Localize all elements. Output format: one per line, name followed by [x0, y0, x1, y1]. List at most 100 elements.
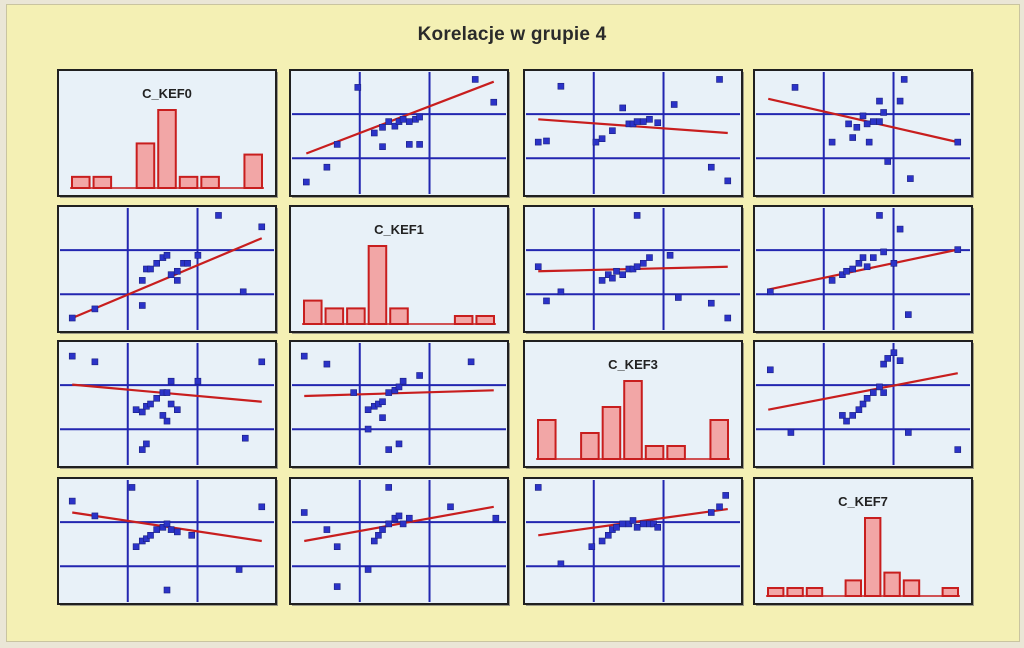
scatter-point [613, 524, 620, 531]
scatter-point [447, 503, 454, 511]
scatter-point [68, 314, 76, 322]
scatter-point [855, 406, 863, 414]
scatter-point [557, 288, 565, 296]
scatter-point [865, 138, 873, 146]
histogram-title: C_KEF7 [838, 494, 888, 509]
scatter-point [167, 271, 175, 279]
scatter-point [839, 412, 846, 419]
scatter-point [375, 531, 382, 539]
histogram-bar [623, 380, 643, 460]
grid-lines [292, 480, 506, 602]
scatter-point [907, 175, 914, 182]
scatter-point [370, 129, 378, 137]
scatter-point [863, 120, 871, 128]
scatter-point [399, 520, 407, 528]
panel-r0-c2 [523, 69, 744, 198]
histogram-bar [902, 579, 921, 598]
scatter-point [639, 520, 647, 528]
scatter-point [405, 141, 413, 148]
scatter-point [670, 101, 678, 108]
scatter-point [880, 360, 887, 368]
scatter-point [880, 248, 887, 256]
scatter-point [880, 389, 887, 396]
scatter-point [302, 178, 310, 186]
scatter-point [869, 118, 877, 125]
scatter-point [174, 277, 181, 284]
regression-line [304, 389, 494, 398]
histogram-bar [537, 419, 557, 460]
scatter-point [391, 122, 399, 130]
histogram-bar [303, 299, 323, 326]
scatter-point [143, 440, 150, 448]
scatter-point [467, 358, 475, 366]
scatter-point [884, 355, 892, 362]
scatter-point [379, 124, 386, 131]
scatter-point [654, 119, 662, 127]
scatter-point [843, 417, 850, 425]
histogram-bar [453, 315, 474, 325]
scatter-point [416, 372, 423, 379]
scatter-point [954, 246, 962, 253]
scatter-point [598, 277, 606, 284]
scatter-point [863, 394, 871, 402]
histogram-bar [644, 445, 665, 460]
scatter-point [241, 434, 249, 442]
panel-r1-c2 [523, 205, 744, 334]
scatter-point [132, 543, 140, 551]
histogram-bar [864, 517, 882, 597]
panel-r1-c3 [753, 205, 974, 334]
scatter-point [646, 254, 653, 261]
scatter-point [849, 412, 857, 419]
panel-background [57, 340, 277, 468]
scatter-point [379, 414, 386, 421]
scatter-point [557, 560, 565, 568]
histogram-bar [324, 307, 345, 325]
scatter-point [896, 97, 904, 105]
scatter-point [639, 259, 647, 267]
scatter-point [619, 271, 627, 279]
scatter-point [598, 537, 606, 545]
scatter-point [880, 109, 887, 116]
scatter-point [143, 535, 150, 543]
scatter-point [138, 408, 146, 416]
scatter-point [724, 177, 732, 185]
scatter-point [896, 225, 904, 233]
scatter-point [534, 484, 542, 491]
scatter-point [194, 377, 202, 385]
scatter-point [184, 259, 191, 267]
scatter-point [534, 263, 542, 271]
scatter-point [323, 360, 331, 368]
scatter-point [884, 158, 892, 165]
scatter-point [174, 406, 181, 414]
scatter-point [399, 377, 407, 385]
scatter-point [609, 127, 616, 135]
scatter-point [167, 526, 175, 533]
scatter-point [828, 277, 836, 284]
histogram-bar [92, 175, 113, 190]
scatter-point [849, 134, 857, 141]
histogram-bar [389, 307, 409, 325]
scatter-point [707, 509, 715, 516]
scatter-point [859, 254, 867, 261]
scatter-point [625, 520, 633, 528]
histogram-bar [709, 419, 730, 460]
scatter-point [557, 82, 565, 90]
grid-lines [60, 343, 274, 465]
scatter-point [471, 76, 479, 83]
scatter-point [876, 212, 883, 219]
scatter-point [153, 526, 160, 533]
histogram-bar [135, 142, 156, 190]
scatter-point [724, 314, 732, 322]
scatter-point [492, 514, 500, 522]
panel-r0-c3 [753, 69, 974, 198]
scatter-point [333, 141, 341, 148]
scatter-point [716, 76, 723, 83]
histogram-bar [200, 175, 220, 190]
scatter-point [633, 524, 641, 531]
panel-r2-c1 [289, 340, 510, 469]
panel-background [523, 69, 743, 197]
scatter-point [543, 137, 550, 145]
scatter-point [239, 288, 247, 296]
scatter-point [323, 526, 331, 533]
histogram-bar [346, 307, 366, 325]
